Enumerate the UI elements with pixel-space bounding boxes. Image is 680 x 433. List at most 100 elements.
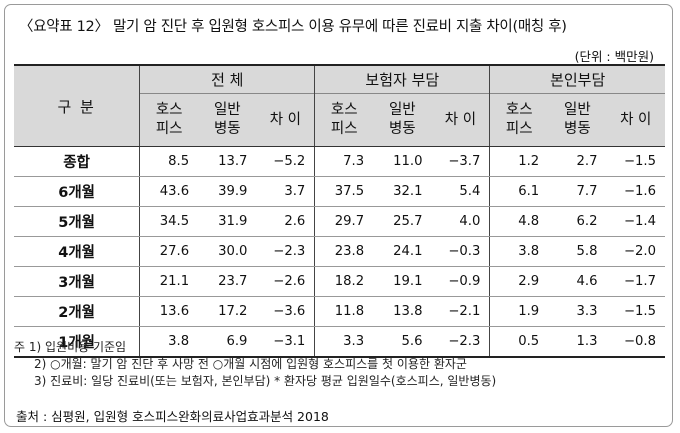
row-label: 종합 (14, 146, 141, 177)
table-cell: 13.7 (198, 146, 257, 177)
table-cell: −1.5 (606, 146, 665, 177)
group-header-self-pay: 본인부담 (489, 64, 665, 94)
table-cell: −2.0 (606, 236, 665, 267)
group-header-insurer: 보험자 부담 (314, 64, 491, 94)
row-label: 6개월 (14, 176, 141, 207)
table-cell: 17.2 (198, 296, 257, 327)
table-cell: 3.8 (139, 326, 199, 358)
table-cell: −0.9 (431, 266, 491, 297)
table-cell: 7.3 (314, 146, 374, 177)
table-cell: −0.8 (606, 326, 665, 358)
table-cell: 4.6 (548, 266, 607, 297)
table-cell: 6.2 (548, 206, 607, 237)
subheader-line1: 일반 (564, 102, 591, 118)
row-label: 4개월 (14, 236, 141, 267)
table-cell: 1.3 (548, 326, 607, 358)
source-line: 출처 : 심평원, 입원형 호스피스완화의료사업효과분석 2018 (16, 409, 329, 424)
table-cell: −2.3 (256, 236, 316, 267)
table-cell: −3.6 (256, 296, 316, 327)
table-cell: −2.3 (431, 326, 491, 358)
table-cell: 1.9 (489, 296, 549, 327)
subheader-line1: 일반 (213, 102, 241, 118)
table-cell: 0.5 (489, 326, 549, 358)
table-cell: 23.8 (314, 236, 374, 267)
table-row: 5개월 34.5 31.9 2.6 29.7 25.7 4.0 4.8 6.2 −1.4 (14, 206, 665, 237)
table-cell: 34.5 (139, 206, 199, 237)
table-cell: −2.1 (431, 296, 491, 327)
subheader-1-1: 일반 병동 (373, 93, 432, 147)
table-cell: 2.7 (548, 146, 607, 177)
table-cell: 2.6 (256, 206, 316, 237)
subheader-line1: 일반 (388, 102, 416, 118)
subheader-line2: 병동 (213, 121, 241, 137)
table-cell: 21.1 (139, 266, 199, 297)
table-cell: 4.8 (489, 206, 549, 237)
table-cell: 27.6 (139, 236, 199, 267)
table-row: 4개월 27.6 30.0 −2.3 23.8 24.1 −0.3 3.8 5.8 −2.0 (14, 236, 665, 267)
row-label: 5개월 (14, 206, 141, 237)
table-cell: 5.6 (373, 326, 432, 358)
table-cell: 7.7 (548, 176, 607, 207)
table-cell: 13.8 (373, 296, 432, 327)
table-cell: 3.3 (548, 296, 607, 327)
subheader-line1: 호스 (155, 102, 183, 118)
table-cell: 2.9 (489, 266, 549, 297)
table-cell: 43.6 (139, 176, 199, 207)
table-cell: 37.5 (314, 176, 374, 207)
table-cell: 5.4 (431, 176, 491, 207)
table-cell: 8.5 (139, 146, 199, 177)
table-cell: 31.9 (198, 206, 257, 237)
unit-label: (단위 : 백만원) (574, 49, 654, 64)
subheader-0-0: 호스 피스 (139, 93, 199, 147)
group-header-total: 전 체 (139, 64, 316, 94)
table-cell: −1.7 (606, 266, 665, 297)
table-cell: 13.6 (139, 296, 199, 327)
table-cell: 39.9 (198, 176, 257, 207)
table-cell: −1.5 (606, 296, 665, 327)
note-2: 2) ○개월: 말기 암 진단 후 사망 전 ○개월 시점에 입원형 호스피스를… (34, 357, 467, 371)
table-cell: 3.3 (314, 326, 374, 358)
subheader-2-2: 차 이 (606, 93, 665, 147)
table-cell: −1.6 (606, 176, 665, 207)
table-cell: 6.9 (198, 326, 257, 358)
table-row: 1개월 3.8 6.9 −3.1 3.3 5.6 −2.3 0.5 1.3 −0.8 (14, 326, 665, 358)
table-cell: 30.0 (198, 236, 257, 267)
table-cell: 32.1 (373, 176, 432, 207)
table-row: 종합 8.5 13.7 −5.2 7.3 11.0 −3.7 1.2 2.7 −1.5 (14, 146, 665, 177)
table-cell: 24.1 (373, 236, 432, 267)
subheader-0-2: 차 이 (256, 93, 316, 147)
table-cell: −0.3 (431, 236, 491, 267)
row-label: 1개월 (14, 326, 141, 358)
cost-comparison-table: 구 분 전 체 보험자 부담 본인부담 호스 피스 일반 병동 차 이 호스 피스 일반 병동 차… (14, 64, 665, 358)
table-row: 6개월 43.6 39.9 3.7 37.5 32.1 5.4 6.1 7.7 −1.6 (14, 176, 665, 207)
table-cell: −3.1 (256, 326, 316, 358)
table-cell: 29.7 (314, 206, 374, 237)
table-cell: 5.8 (548, 236, 607, 267)
subheader-line2: 피스 (330, 121, 358, 137)
subheader-row: 호스 피스 일반 병동 차 이 호스 피스 일반 병동 차 이 호스 피스 일반 병동 차 이 (14, 93, 665, 147)
table-cell: 11.0 (373, 146, 432, 177)
table-cell: 3.7 (256, 176, 316, 207)
note-1: 주 1) 입원비용 기준임 (14, 340, 127, 354)
row-label: 3개월 (14, 266, 141, 297)
subheader-line1: 차 이 (444, 111, 477, 128)
table-cell: 6.1 (489, 176, 549, 207)
table-cell: 25.7 (373, 206, 432, 237)
table-cell: 1.2 (489, 146, 549, 177)
subheader-line2: 피스 (505, 121, 533, 137)
table-cell: 4.0 (431, 206, 491, 237)
subheader-line1: 호스 (330, 102, 358, 118)
subheader-line1: 차 이 (269, 111, 302, 128)
table-cell: −5.2 (256, 146, 316, 177)
table-cell: 18.2 (314, 266, 374, 297)
row-header-gubun: 구 분 (14, 64, 141, 147)
subheader-line2: 병동 (564, 121, 591, 137)
notes: 주 1) 입원비용 기준임 2) ○개월: 말기 암 진단 후 사망 전 ○개월… (14, 339, 496, 390)
row-label: 2개월 (14, 296, 141, 327)
table-title: 〈요약표 12〉 말기 암 진단 후 입원형 호스피스 이용 유무에 따른 진료… (19, 19, 567, 35)
subheader-line1: 차 이 (620, 111, 652, 128)
subheader-1-2: 차 이 (431, 93, 491, 147)
subheader-2-0: 호스 피스 (489, 93, 549, 147)
